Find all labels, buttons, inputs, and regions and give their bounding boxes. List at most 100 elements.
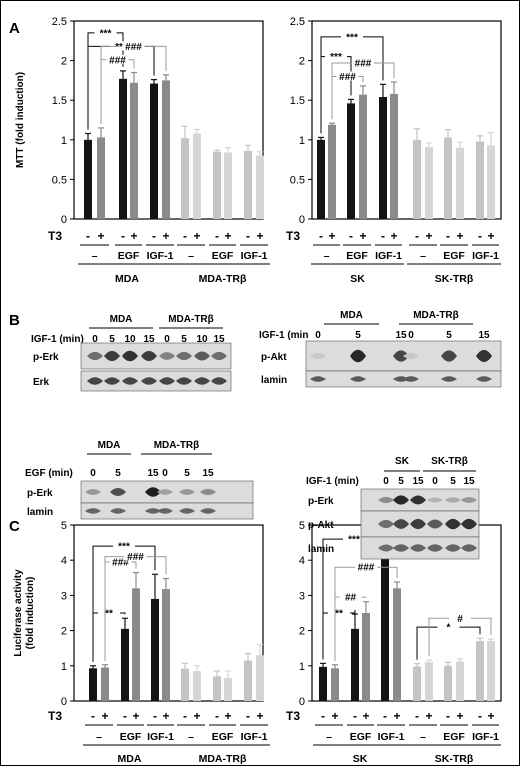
blot-band	[427, 497, 443, 503]
blot-band	[410, 518, 426, 530]
blot-time-point: 0	[92, 334, 98, 345]
bar	[193, 133, 201, 219]
cell-line-label: SK-TRβ	[435, 273, 474, 285]
significance-label: ##	[345, 593, 357, 604]
blot-time-label: EGF (min)	[25, 468, 73, 479]
blot-row-label: Erk	[33, 377, 50, 388]
blot-group-label: MDA	[110, 314, 133, 325]
treatment-label: IGF-1	[241, 250, 268, 262]
blot-band	[176, 351, 192, 361]
significance-bracket	[320, 56, 352, 134]
significance-label: ***	[346, 32, 358, 43]
t3-sign: -	[478, 229, 482, 243]
t3-sign: -	[246, 229, 250, 243]
blot-band	[393, 350, 409, 362]
blot-band	[350, 349, 366, 363]
bar	[379, 97, 387, 219]
treatment-label: EGF	[212, 250, 234, 262]
blot-band	[350, 376, 366, 382]
significance-label: ***	[118, 542, 130, 553]
significance-bracket	[92, 612, 126, 662]
bar	[359, 94, 367, 219]
blot-row-label: lamin	[261, 375, 287, 386]
blot-band	[145, 508, 161, 514]
blot-band	[104, 350, 120, 362]
y-axis-label: (fold induction)	[25, 577, 36, 650]
t3-sign: +	[359, 229, 366, 243]
bar	[413, 666, 421, 701]
y-tick-label: 1.5	[290, 95, 305, 107]
blot-time-label: IGF-1 (min)	[31, 334, 84, 345]
blot-time-point: 0	[432, 476, 438, 487]
bar	[224, 152, 232, 219]
blot-band	[427, 544, 443, 552]
bar	[130, 82, 138, 219]
blot-band	[393, 519, 409, 529]
blot-time-point: 5	[355, 330, 361, 341]
blot-time-point: 15	[147, 468, 159, 479]
blot-band	[110, 487, 126, 497]
t3-sign: +	[487, 709, 494, 723]
blot-band	[87, 351, 103, 361]
t3-sign: -	[353, 709, 357, 723]
blot-band	[461, 544, 477, 552]
blot-band	[310, 376, 326, 382]
t3-sign: +	[456, 229, 463, 243]
bar	[351, 628, 359, 701]
treatment-label: –	[92, 250, 98, 262]
blot-band	[393, 376, 409, 382]
t3-sign: -	[349, 229, 353, 243]
bar	[317, 139, 325, 219]
y-tick-label: 0.5	[52, 174, 67, 186]
y-tick-label: 1	[299, 661, 305, 673]
treatment-label: EGF	[346, 250, 368, 262]
t3-sign: +	[393, 709, 400, 723]
significance-label: ###	[358, 563, 375, 574]
blot-time-label: IGF-1 (min	[259, 330, 308, 341]
bar	[244, 660, 252, 701]
significance-label: ***	[348, 535, 360, 546]
blot-band	[403, 353, 419, 359]
y-tick-label: 2	[61, 626, 67, 638]
t3-sign: -	[415, 229, 419, 243]
y-tick-label: 1	[61, 135, 67, 147]
blot-band	[200, 488, 216, 496]
blot-group-label: MDA-TRβ	[168, 314, 214, 325]
treatment-label: –	[420, 250, 426, 262]
blot-band	[85, 489, 101, 495]
blot-band	[211, 351, 227, 361]
significance-label-bg	[328, 608, 350, 617]
t3-sign: +	[456, 709, 463, 723]
blot-time-point: 0	[90, 468, 96, 479]
bar	[151, 598, 159, 701]
t3-sign: -	[383, 709, 387, 723]
blot-band	[403, 376, 419, 382]
blot-time-point: 15	[478, 330, 490, 341]
cell-line-label: MDA	[118, 753, 142, 765]
treatment-label: IGF-1	[147, 250, 174, 262]
t3-sign: -	[86, 229, 90, 243]
cell-line-label: MDA	[115, 273, 139, 285]
bar	[487, 641, 495, 701]
bar	[444, 137, 452, 219]
t3-sign: +	[224, 709, 231, 723]
blot-time-point: 5	[450, 476, 456, 487]
t3-sign: +	[97, 229, 104, 243]
significance-label: **	[105, 609, 113, 620]
y-tick-label: 4	[61, 555, 67, 567]
bar	[390, 93, 398, 219]
treatment-label: IGF-1	[241, 731, 268, 743]
blot-band	[378, 544, 394, 552]
significance-label: ***	[115, 42, 127, 53]
bar	[213, 676, 221, 701]
cell-line-label: MDA-TRβ	[199, 273, 247, 285]
blot-band	[122, 350, 138, 362]
blot-band	[461, 497, 477, 503]
treatment-label: EGF	[443, 731, 465, 743]
blot-time-point: 15	[412, 476, 424, 487]
blot-band	[461, 518, 477, 530]
significance-label: ###	[109, 55, 126, 66]
blot-band	[445, 497, 461, 503]
